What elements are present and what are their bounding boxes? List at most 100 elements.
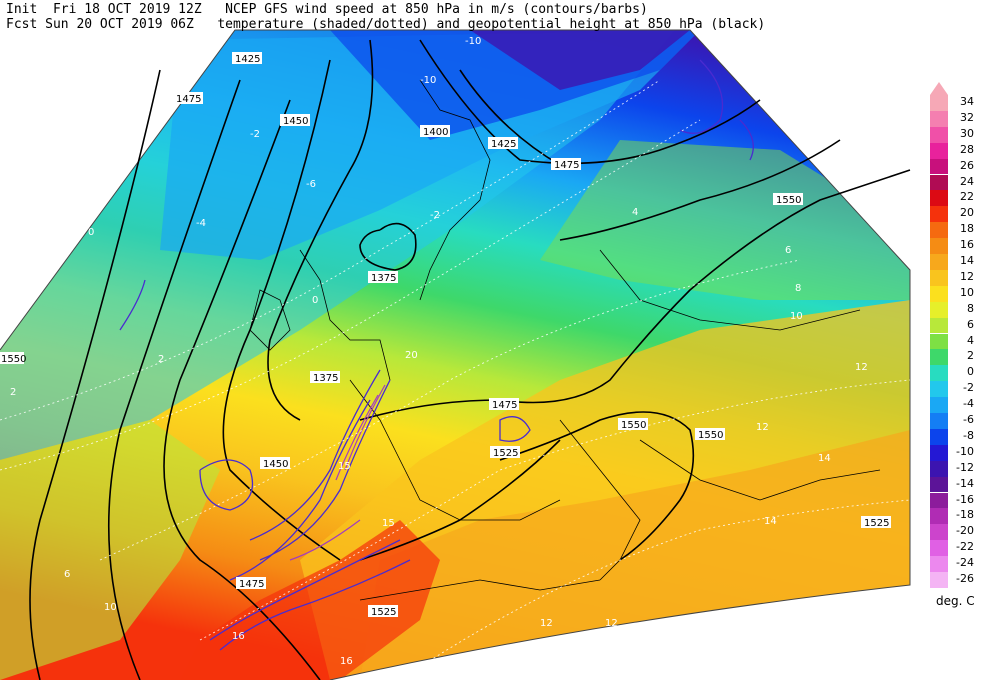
colorbar-swatch xyxy=(930,556,948,572)
colorbar-label: 28 xyxy=(960,142,974,156)
colorbar-swatch xyxy=(930,238,948,254)
colorbar-label: 30 xyxy=(960,126,974,140)
svg-text:1475: 1475 xyxy=(176,94,201,105)
svg-text:1550: 1550 xyxy=(698,430,723,441)
temperature-contours xyxy=(0,79,911,680)
colorbar-swatch xyxy=(930,158,948,175)
colorbar-label: 22 xyxy=(960,190,974,204)
temp-label: 16 xyxy=(340,656,353,667)
colorbar-label: 34 xyxy=(960,95,974,108)
colorbar-swatch xyxy=(930,222,948,239)
colorbar-label: -6 xyxy=(963,413,974,426)
svg-text:1450: 1450 xyxy=(263,459,288,470)
colorbar-swatch xyxy=(930,285,948,302)
svg-text:1425: 1425 xyxy=(235,54,260,65)
svg-text:1450: 1450 xyxy=(283,116,308,127)
height-label: 1550 xyxy=(618,418,648,431)
wind-speed-contours xyxy=(119,59,754,651)
colorbar-label: 2 xyxy=(967,349,974,363)
colorbar-label: -14 xyxy=(956,476,974,490)
colorbar-swatch xyxy=(930,301,948,318)
colorbar-label: 18 xyxy=(960,222,974,236)
height-label: 1400 xyxy=(420,125,450,138)
colorbar-swatch xyxy=(930,95,948,111)
height-label: 1550 xyxy=(695,428,725,441)
temp-label: 12 xyxy=(756,422,769,433)
colorbar-swatch xyxy=(930,508,948,525)
temp-label: 16 xyxy=(232,631,245,642)
height-label: 1525 xyxy=(861,516,891,529)
temp-label: 6 xyxy=(785,245,791,256)
svg-text:1550: 1550 xyxy=(1,354,26,365)
temperature-labels: -10 -10 -2 -6 -4 0 0 2 4 6 8 10 12 12 14… xyxy=(10,36,868,667)
colorbar-swatch xyxy=(930,460,948,477)
colorbar-swatch xyxy=(930,206,948,223)
colorbar-swatch xyxy=(930,524,948,541)
colorbar-label: -16 xyxy=(956,492,974,506)
colorbar-swatch xyxy=(930,333,948,350)
colorbar-label: -24 xyxy=(956,556,974,570)
height-label: 1375 xyxy=(310,371,340,384)
svg-text:1400: 1400 xyxy=(423,127,448,138)
temp-label: 20 xyxy=(405,350,418,361)
colorbar-label: -20 xyxy=(956,524,974,538)
colorbar-top-arrow-icon xyxy=(930,82,948,95)
colorbar-label: 10 xyxy=(960,285,974,299)
svg-text:1550: 1550 xyxy=(621,420,646,431)
colorbar-swatch xyxy=(930,269,948,286)
height-label: 1525 xyxy=(368,605,398,618)
colorbar-swatch xyxy=(930,317,948,334)
colorbar-swatch xyxy=(930,572,948,588)
height-label: 1475 xyxy=(236,577,266,590)
height-contours xyxy=(29,39,911,680)
temp-label: -10 xyxy=(420,75,436,86)
wind-speed-contours-strong xyxy=(289,384,386,561)
colorbar-label: -26 xyxy=(956,572,974,585)
colorbar-swatch xyxy=(930,110,948,127)
colorbar-label: 4 xyxy=(967,333,974,347)
svg-text:1550: 1550 xyxy=(776,195,801,206)
temp-label: 0 xyxy=(312,295,318,306)
colorbar-swatch xyxy=(930,397,948,413)
colorbar-label: 8 xyxy=(967,301,974,315)
colorbar-swatch xyxy=(930,381,948,398)
colorbar-label: 12 xyxy=(960,269,974,283)
colorbar-swatch xyxy=(930,126,948,143)
colorbar-label: -18 xyxy=(956,508,974,522)
colorbar-swatch xyxy=(930,540,948,557)
svg-text:1375: 1375 xyxy=(371,273,396,284)
height-label: 1550 xyxy=(773,193,803,206)
temp-label: 14 xyxy=(764,516,777,527)
height-label: 1450 xyxy=(280,114,310,127)
colorbar-label: 26 xyxy=(960,158,974,172)
temp-label: 12 xyxy=(605,618,618,629)
colorbar-swatch xyxy=(930,428,948,445)
temp-label: 15 xyxy=(338,461,351,472)
colorbar-swatch xyxy=(930,476,948,493)
colorbar-label: 14 xyxy=(960,254,974,267)
temp-label: -2 xyxy=(250,129,260,140)
svg-text:1375: 1375 xyxy=(313,373,338,384)
temp-label: 8 xyxy=(795,283,801,294)
colorbar-swatch xyxy=(930,174,948,191)
colorbar-swatch xyxy=(930,365,948,382)
svg-text:1425: 1425 xyxy=(491,139,516,150)
temp-label: -4 xyxy=(196,218,206,229)
colorbar-swatch xyxy=(930,254,948,270)
colorbar-swatch xyxy=(930,413,948,429)
temp-label: 6 xyxy=(64,569,70,580)
svg-text:1525: 1525 xyxy=(864,518,889,529)
temp-label: -10 xyxy=(465,36,481,47)
temp-label: 2 xyxy=(10,387,16,398)
colorbar-label: 0 xyxy=(967,365,974,379)
colorbar-label: 24 xyxy=(960,174,974,188)
svg-text:1475: 1475 xyxy=(554,160,579,171)
colorbar-swatch xyxy=(930,444,948,461)
temp-label: 10 xyxy=(790,311,803,322)
colorbar-label: -4 xyxy=(963,397,974,411)
temp-label: 12 xyxy=(540,618,553,629)
colorbar-swatch xyxy=(930,349,948,366)
height-label: 1475 xyxy=(173,92,203,105)
temp-label: 14 xyxy=(818,453,831,464)
